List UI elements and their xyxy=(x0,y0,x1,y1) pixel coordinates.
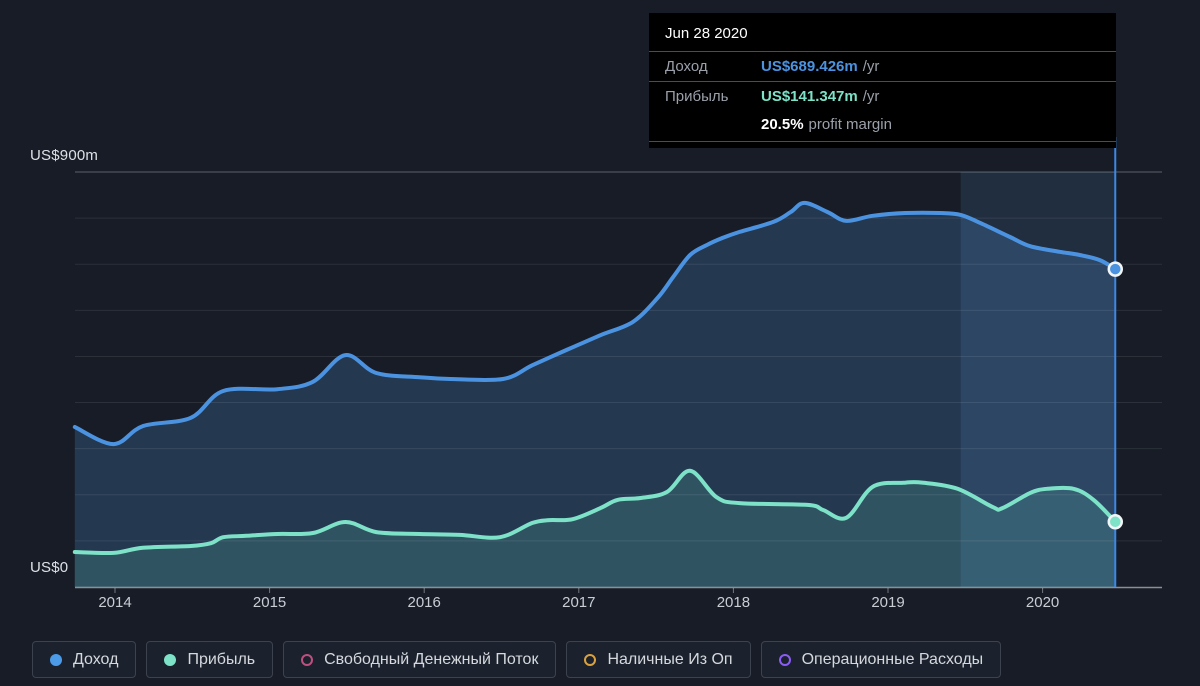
free-cash-flow-series-dot-icon xyxy=(301,653,314,666)
legend-item-profit[interactable]: Прибыль xyxy=(146,641,274,678)
profit-area xyxy=(74,470,1116,587)
tooltip-margin-row: 20.5% profit margin xyxy=(649,111,1116,142)
revenue-series-dot-icon xyxy=(50,653,62,666)
legend-item-label: Операционные Расходы xyxy=(801,650,984,668)
tooltip-revenue-label: Доход xyxy=(665,58,708,75)
tooltip-revenue-value: US$689.426m xyxy=(761,58,858,75)
y-axis-label-max: US$900m xyxy=(30,147,99,164)
legend-item-cash-from-op[interactable]: Наличные Из Оп xyxy=(566,641,751,678)
tooltip-revenue-row: Доход US$689.426m /yr xyxy=(649,52,1116,82)
legend-item-label: Наличные Из Оп xyxy=(607,650,733,668)
profit-series-dot-icon xyxy=(164,653,177,666)
x-axis-label-2014: 2014 xyxy=(98,594,132,611)
x-axis-label-2017: 2017 xyxy=(562,594,596,611)
legend-item-operating-expenses[interactable]: Операционные Расходы xyxy=(760,641,1002,678)
legend-item-free-cash-flow[interactable]: Свободный Денежный Поток xyxy=(283,641,557,678)
x-axis-label-2019: 2019 xyxy=(871,594,905,611)
legend-item-label: Свободный Денежный Поток xyxy=(324,650,539,668)
forecast-highlight-band xyxy=(960,172,1116,587)
legend-item-label: Доход xyxy=(73,650,119,668)
series-legend: Доход Прибыль Свободный Денежный Поток Нали… xyxy=(32,641,1002,678)
x-axis-label-2020: 2020 xyxy=(1025,594,1060,611)
tooltip-date: Jun 28 2020 xyxy=(649,19,1116,52)
tooltip-margin-label: profit margin xyxy=(808,116,892,133)
legend-item-revenue[interactable]: Доход xyxy=(32,641,137,678)
chart-tooltip: Jun 28 2020 Доход US$689.426m /yr Прибыл… xyxy=(649,13,1116,148)
revenue-area xyxy=(74,202,1116,587)
y-axis-label-zero: US$0 xyxy=(30,559,69,576)
cash-from-op-series-dot-icon xyxy=(584,653,597,666)
tooltip-profit-label: Прибыль xyxy=(665,88,729,105)
tooltip-margin-value: 20.5% xyxy=(761,116,804,133)
legend-item-label: Прибыль xyxy=(187,650,256,668)
operating-expenses-series-dot-icon xyxy=(778,653,791,666)
tooltip-profit-row: Прибыль US$141.347m /yr xyxy=(649,82,1116,111)
tooltip-profit-suffix: /yr xyxy=(862,88,880,105)
tooltip-revenue-suffix: /yr xyxy=(862,58,880,75)
profit-line xyxy=(72,468,1118,556)
x-axis-label-2016: 2016 xyxy=(407,594,441,611)
profit-marker-dot[interactable] xyxy=(1107,514,1124,530)
revenue-line xyxy=(72,200,1118,447)
x-axis-label-2018: 2018 xyxy=(716,594,751,611)
x-axis-label-2015: 2015 xyxy=(252,594,287,611)
revenue-marker-dot[interactable] xyxy=(1107,261,1124,277)
tooltip-profit-value: US$141.347m xyxy=(761,88,858,105)
